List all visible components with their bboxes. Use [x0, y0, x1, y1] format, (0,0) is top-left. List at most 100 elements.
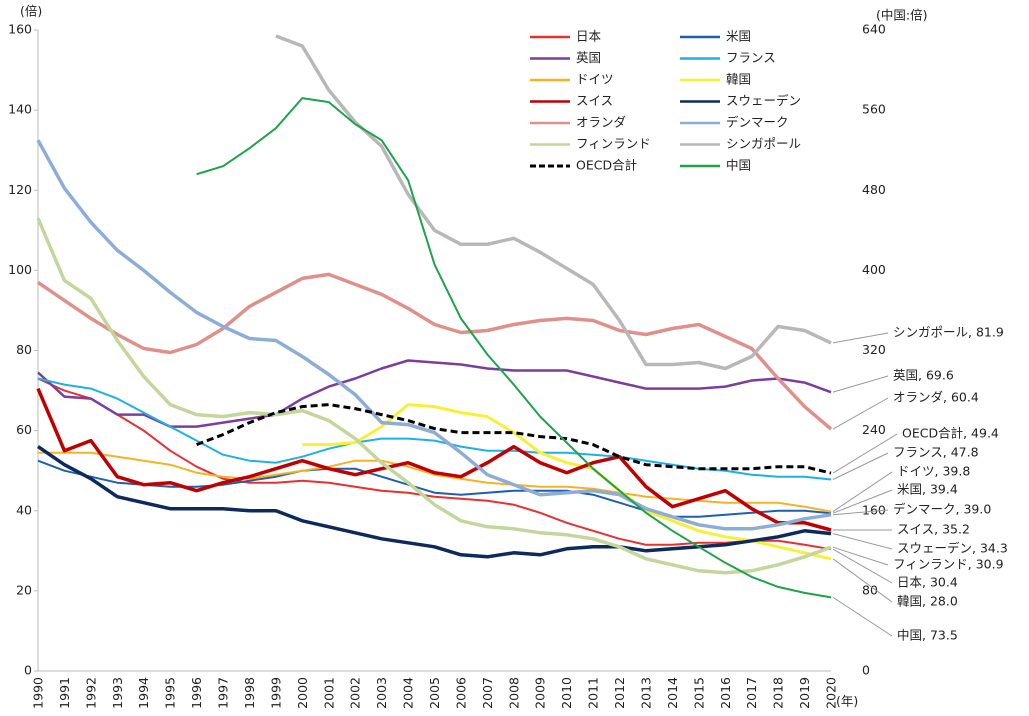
- legend-label: デンマーク: [726, 115, 789, 130]
- legend-label: スウェーデン: [726, 93, 801, 108]
- x-tick-label: 2004: [401, 677, 416, 709]
- x-tick-label: 2011: [586, 677, 601, 709]
- y-tick-label: 80: [16, 342, 32, 357]
- legend-label: フランス: [726, 50, 776, 65]
- y-tick-label: 160: [8, 22, 32, 37]
- x-tick-label: 2017: [744, 677, 759, 709]
- end-label: シンガポール, 81.9: [893, 325, 1004, 340]
- y-tick-label: 60: [16, 422, 32, 437]
- x-tick-label: 1995: [163, 677, 178, 709]
- series-line: [36, 217, 832, 575]
- x-tick-label: 2019: [797, 677, 812, 709]
- legend-label: シンガポール: [726, 136, 801, 151]
- y-axis-label: (倍): [20, 4, 42, 19]
- x-tick-label: 2009: [533, 677, 548, 709]
- legend-label: ドイツ: [576, 72, 614, 87]
- y2-tick-label: 320: [862, 342, 886, 357]
- x-tick-label: 1992: [83, 677, 98, 709]
- y2-tick-label: 80: [862, 582, 878, 597]
- x-tick-label: 2013: [638, 677, 653, 709]
- series-line: [37, 377, 832, 551]
- y-tick-label: 100: [8, 262, 32, 277]
- series-line: [275, 34, 832, 371]
- series-line: [37, 272, 833, 431]
- x-tick-label: 1993: [110, 677, 125, 709]
- legend-label: フィンランド: [576, 136, 651, 151]
- y2-axis-label: (中国:倍): [876, 8, 927, 23]
- x-tick-label: 2020: [824, 677, 839, 709]
- legend-label: OECD合計: [576, 158, 637, 173]
- x-axis-label: (年): [836, 694, 858, 709]
- legend-label: 中国: [726, 158, 751, 173]
- series-line: [36, 387, 832, 532]
- leader-line: [832, 471, 893, 512]
- legend-label: 米国: [726, 29, 751, 44]
- x-tick-label: 2010: [559, 677, 574, 709]
- end-label: 中国, 73.5: [897, 628, 958, 643]
- y2-tick-label: 160: [862, 502, 886, 517]
- x-tick-label: 2006: [453, 677, 468, 709]
- leader-line: [832, 546, 889, 566]
- end-label: 韓国, 28.0: [897, 594, 958, 609]
- series-line: [37, 459, 832, 518]
- end-label: オランダ, 60.4: [893, 390, 979, 405]
- leader-line: [832, 452, 889, 480]
- x-tick-label: 1991: [57, 677, 72, 709]
- y2-tick-label: 0: [862, 663, 870, 678]
- y2-tick-label: 560: [862, 102, 886, 117]
- series-line: [36, 139, 832, 531]
- legend-label: 韓国: [726, 72, 751, 87]
- legend-label: オランダ: [576, 115, 626, 130]
- y-tick-label: 120: [8, 182, 32, 197]
- legend-label: スイス: [576, 93, 613, 108]
- x-tick-label: 1996: [189, 677, 204, 709]
- x-tick-label: 1999: [268, 677, 283, 709]
- series-line: [302, 403, 832, 561]
- y-tick-label: 20: [16, 582, 32, 597]
- end-label: スイス, 35.2: [897, 522, 970, 537]
- y2-tick-label: 240: [862, 422, 886, 437]
- end-label: 日本, 30.4: [897, 575, 958, 590]
- end-label: 英国, 69.6: [893, 368, 954, 383]
- y-tick-label: 140: [8, 102, 32, 117]
- leader-line: [832, 509, 889, 516]
- series-line: [196, 403, 832, 475]
- end-label: フランス, 47.8: [893, 445, 979, 460]
- series-line: [38, 451, 832, 513]
- leader-line: [832, 558, 893, 603]
- leader-line: [832, 332, 889, 344]
- series-line: [196, 97, 832, 599]
- leader-line: [832, 375, 889, 393]
- x-tick-label: 2000: [295, 677, 310, 709]
- leader-line: [832, 433, 898, 474]
- x-tick-label: 2014: [665, 677, 680, 709]
- y-tick-label: 40: [16, 502, 32, 517]
- end-label: フィンランド, 30.9: [893, 557, 1004, 572]
- end-label: デンマーク, 39.0: [893, 502, 991, 517]
- x-tick-label: 2008: [506, 677, 521, 709]
- x-tick-label: 2018: [771, 677, 786, 709]
- leader-line: [832, 548, 893, 584]
- x-tick-label: 2016: [718, 677, 733, 709]
- x-tick-label: 2015: [691, 677, 706, 709]
- x-tick-label: 2012: [612, 677, 627, 709]
- y2-tick-label: 640: [862, 22, 886, 37]
- x-tick-label: 1990: [31, 677, 46, 709]
- x-tick-label: 2001: [321, 677, 336, 709]
- leader-line: [832, 596, 893, 637]
- x-tick-label: 2005: [427, 677, 442, 709]
- y2-tick-label: 400: [862, 262, 886, 277]
- end-label: スウェーデン, 34.3: [897, 541, 1008, 556]
- series-line: [37, 359, 832, 428]
- x-tick-label: 2003: [374, 677, 389, 709]
- x-tick-label: 2007: [480, 677, 495, 709]
- y2-tick-label: 480: [862, 182, 886, 197]
- end-label: ドイツ, 39.8: [897, 464, 970, 479]
- x-tick-label: 1994: [136, 677, 151, 709]
- legend-label: 英国: [576, 50, 601, 65]
- end-label: 米国, 39.4: [897, 482, 958, 497]
- leader-line: [832, 533, 893, 550]
- y-tick-label: 0: [24, 663, 32, 678]
- leader-line: [832, 489, 893, 514]
